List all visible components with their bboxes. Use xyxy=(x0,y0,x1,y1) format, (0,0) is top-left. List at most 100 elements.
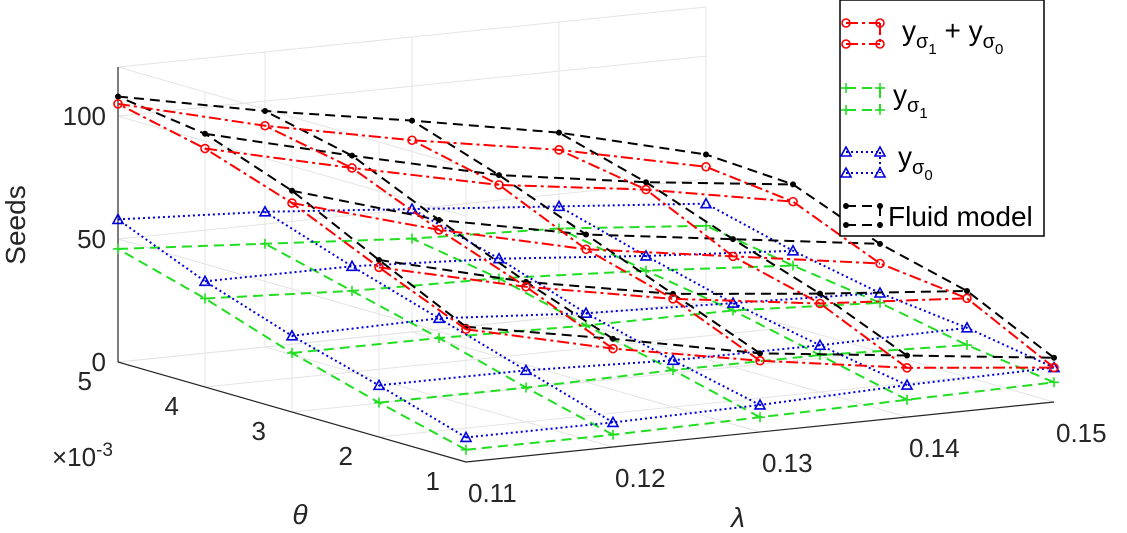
data-point xyxy=(964,287,970,294)
data-point xyxy=(755,355,765,366)
legend-sample xyxy=(841,18,885,49)
legend-box xyxy=(839,0,1045,237)
series-line xyxy=(204,249,794,283)
data-point xyxy=(1049,377,1059,388)
data-point xyxy=(521,281,531,292)
y-axis-multiplier: ×10-3 xyxy=(52,440,113,472)
series-line xyxy=(117,95,467,328)
x-axis-label: λ xyxy=(729,502,745,533)
data-point xyxy=(461,324,471,335)
data-point xyxy=(608,429,618,440)
data-point xyxy=(668,365,678,376)
data-point xyxy=(556,129,562,136)
series-line xyxy=(411,139,761,362)
data-point xyxy=(875,297,885,308)
data-point xyxy=(200,143,210,154)
data-point xyxy=(960,321,974,333)
legend-sum-sigma0: σ xyxy=(983,31,996,53)
legend-marker xyxy=(841,18,851,28)
data-point xyxy=(610,335,616,342)
data-point xyxy=(902,394,912,405)
y-tick-label: 3 xyxy=(252,416,266,446)
y-tick-label: 4 xyxy=(165,391,179,421)
data-point xyxy=(407,233,417,244)
data-point xyxy=(699,197,713,209)
data-point xyxy=(519,363,533,376)
data-point xyxy=(289,187,295,194)
data-point xyxy=(668,294,678,304)
data-point xyxy=(815,298,825,309)
legend: yσ1 + yσ0 yσ1 yσ0 Fluid model xyxy=(839,0,1045,237)
x-tick-label: 0.11 xyxy=(468,478,517,508)
legend-marker xyxy=(843,222,849,228)
series-fluid-model xyxy=(115,93,1057,361)
legend-sum-y0: y xyxy=(969,15,983,46)
series-line xyxy=(705,165,1055,369)
series-line xyxy=(411,208,761,406)
x-axis-line xyxy=(465,401,1055,463)
data-point xyxy=(113,243,123,254)
series-line xyxy=(378,326,968,387)
data-point xyxy=(639,249,653,261)
legend-sample xyxy=(839,145,887,178)
data-point xyxy=(345,259,359,272)
data-point xyxy=(347,285,357,296)
legend-marker xyxy=(841,105,851,115)
legend-sum-sigma1: σ xyxy=(916,31,929,53)
data-point xyxy=(641,265,651,276)
data-point xyxy=(608,343,618,354)
data-point xyxy=(788,196,798,207)
data-point xyxy=(349,152,355,159)
legend-y1-sigma: σ xyxy=(907,95,920,117)
series-line xyxy=(204,147,794,203)
legend-marker xyxy=(873,166,887,178)
x-tick-label: 0.14 xyxy=(909,433,960,463)
legend-y0-main: y xyxy=(898,141,912,172)
z-tick-label: 50 xyxy=(77,224,106,254)
legend-label-y-sigma0: yσ0 xyxy=(898,141,933,184)
data-point xyxy=(728,251,738,262)
x-tick-label: 0.13 xyxy=(762,448,813,478)
data-point xyxy=(701,161,711,172)
data-point xyxy=(900,378,914,390)
series-y-1-y-0 xyxy=(113,99,1059,373)
data-point xyxy=(753,398,767,410)
legend-marker xyxy=(841,83,851,93)
legend-sample xyxy=(841,83,885,115)
data-point xyxy=(372,378,386,391)
data-point xyxy=(817,290,823,297)
series-line xyxy=(117,218,467,439)
data-point xyxy=(198,274,212,287)
data-point xyxy=(521,382,531,393)
data-point xyxy=(813,338,827,351)
data-point xyxy=(285,329,299,341)
data-point xyxy=(200,293,210,304)
data-point xyxy=(260,238,270,249)
x-tick-label: 0.15 xyxy=(1056,418,1107,448)
series-line xyxy=(558,148,908,369)
data-point xyxy=(962,293,972,304)
series-line xyxy=(117,202,707,221)
data-point xyxy=(554,145,564,155)
data-point xyxy=(494,180,504,190)
data-point xyxy=(434,225,444,235)
data-point xyxy=(374,397,384,408)
data-point xyxy=(875,258,885,269)
legend-sample xyxy=(843,203,883,228)
z-tick-label: 100 xyxy=(63,101,106,131)
series-line xyxy=(264,110,614,340)
legend-y0-index: 0 xyxy=(924,167,932,184)
data-point xyxy=(1049,362,1059,373)
data-point xyxy=(287,348,297,358)
legend-label-fluid: Fluid model xyxy=(888,201,1033,232)
data-point xyxy=(407,135,417,146)
legend-marker xyxy=(841,39,851,49)
data-point xyxy=(730,236,736,243)
series-line xyxy=(465,328,1055,369)
data-point xyxy=(726,296,740,308)
series-y-0 xyxy=(111,197,1061,443)
data-point xyxy=(877,240,883,247)
data-point xyxy=(606,415,620,428)
